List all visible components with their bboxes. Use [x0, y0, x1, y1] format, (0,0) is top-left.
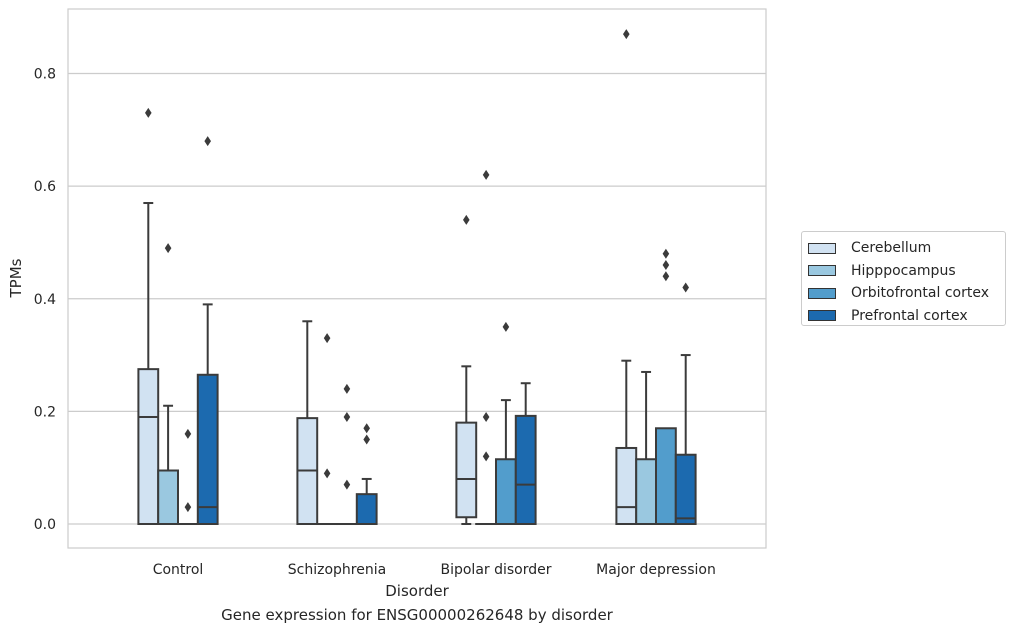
legend-item: Cerebellum	[808, 237, 1005, 260]
box	[615, 446, 638, 525]
box	[455, 421, 478, 519]
box	[196, 373, 219, 525]
box-group	[495, 321, 517, 526]
outlier-point	[343, 383, 351, 394]
box	[495, 458, 517, 526]
box	[355, 493, 378, 526]
box-group	[137, 107, 160, 525]
x-axis-ticks: Control Schizophrenia Bipolar disorder Majo…	[153, 562, 716, 578]
outlier-point	[323, 333, 331, 344]
x-tick-label: Bipolar disorder	[440, 562, 551, 578]
box	[157, 469, 179, 525]
box-group	[655, 248, 677, 525]
outlier-point	[363, 434, 370, 445]
legend-label: Orbitofrontal cortex	[851, 285, 989, 302]
outlier-point	[482, 451, 490, 462]
box-group	[196, 136, 219, 525]
y-tick-label: 0.2	[34, 404, 56, 420]
outlier-point	[343, 479, 351, 490]
legend-item: Orbitofrontal cortex	[808, 282, 1005, 305]
legend: Cerebellum Hipppocampus Orbitofrontal co…	[801, 231, 1006, 326]
plot-frame	[67, 8, 767, 549]
legend-swatch-hippocampus	[808, 265, 836, 277]
y-axis-label: TPMs	[7, 258, 25, 298]
legend-label: Prefrontal cortex	[851, 307, 968, 324]
legend-label: Cerebellum	[851, 240, 932, 257]
outlier-point	[145, 107, 152, 118]
box-group	[475, 169, 498, 526]
box-group	[157, 243, 179, 525]
box-group	[514, 382, 537, 526]
outlier-point	[662, 259, 670, 270]
box	[514, 414, 537, 526]
legend-item: Hipppocampus	[808, 260, 1005, 283]
box-group	[615, 29, 638, 525]
x-tick-label: Major depression	[596, 562, 716, 578]
legend-swatch-prefrontal-cortex	[808, 310, 836, 322]
outlier-point	[184, 428, 192, 439]
x-tick-label: Schizophrenia	[288, 562, 386, 578]
box-group	[316, 333, 339, 526]
outlier-point	[363, 423, 370, 434]
outlier-point	[204, 136, 211, 147]
x-tick-label: Control	[153, 562, 204, 578]
outlier-point	[623, 29, 630, 40]
outlier-point	[482, 412, 490, 423]
y-tick-label: 0.6	[34, 179, 56, 195]
box-group	[336, 383, 358, 526]
box	[635, 458, 658, 526]
box-group	[296, 320, 319, 526]
outlier-point	[482, 169, 490, 180]
y-tick-label: 0.4	[34, 292, 56, 308]
outlier-point	[164, 243, 172, 254]
box-group	[635, 370, 658, 526]
y-tick-label: 0.0	[34, 517, 56, 533]
y-tick-label: 0.8	[34, 67, 56, 83]
box	[655, 427, 677, 525]
outlier-point	[662, 271, 670, 282]
legend-swatch-cerebellum	[808, 242, 836, 254]
outlier-point	[323, 468, 331, 479]
x-axis-label: Disorder	[385, 582, 449, 600]
box-group	[455, 214, 478, 525]
outlier-point	[463, 214, 470, 225]
outlier-point	[682, 282, 689, 293]
legend-item: Prefrontal cortex	[808, 305, 1005, 328]
outlier-point	[343, 412, 351, 423]
outlier-point	[184, 502, 192, 513]
chart-caption: Gene expression for ENSG00000262648 by d…	[221, 606, 613, 624]
legend-label: Hipppocampus	[851, 262, 956, 279]
outlier-point	[662, 248, 670, 259]
box-group	[355, 423, 378, 526]
box-group	[674, 282, 697, 525]
y-axis-ticks: 0.0 0.2 0.4 0.6 0.8	[34, 67, 56, 534]
legend-swatch-orbitofrontal-cortex	[808, 287, 836, 299]
box-plot-series	[137, 29, 697, 526]
box-group	[177, 428, 199, 526]
box	[137, 368, 160, 525]
outlier-point	[502, 321, 510, 332]
box	[674, 453, 697, 525]
